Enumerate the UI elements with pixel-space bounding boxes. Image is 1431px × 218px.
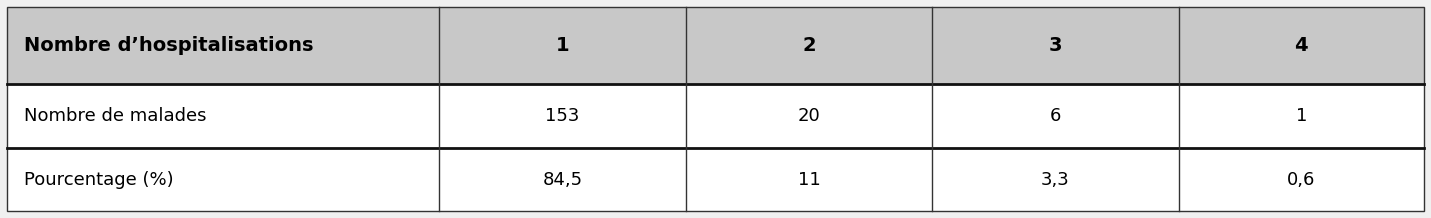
Bar [1179,148,1424,211]
Text: 1: 1 [1295,107,1307,125]
Text: 4: 4 [1295,36,1308,55]
Text: 153: 153 [545,107,580,125]
Text: 2: 2 [803,36,816,55]
Bar [1179,7,1424,84]
Bar [932,7,1179,84]
Bar [439,148,685,211]
Text: 11: 11 [797,171,820,189]
Text: 84,5: 84,5 [542,171,582,189]
Text: Pourcentage (%): Pourcentage (%) [24,171,175,189]
Bar [932,148,1179,211]
Text: 1: 1 [555,36,570,55]
Text: 3: 3 [1049,36,1062,55]
Text: Nombre de malades: Nombre de malades [24,107,207,125]
Text: 0,6: 0,6 [1286,171,1315,189]
Bar [7,84,439,148]
Text: 3,3: 3,3 [1042,171,1070,189]
Bar [685,7,932,84]
Bar [685,148,932,211]
Bar [7,7,439,84]
Bar [932,84,1179,148]
Text: Nombre d’hospitalisations: Nombre d’hospitalisations [24,36,313,55]
Text: 6: 6 [1050,107,1062,125]
Bar [439,7,685,84]
Bar [1179,84,1424,148]
Bar [439,84,685,148]
Bar [7,148,439,211]
Text: 20: 20 [797,107,820,125]
Bar [685,84,932,148]
